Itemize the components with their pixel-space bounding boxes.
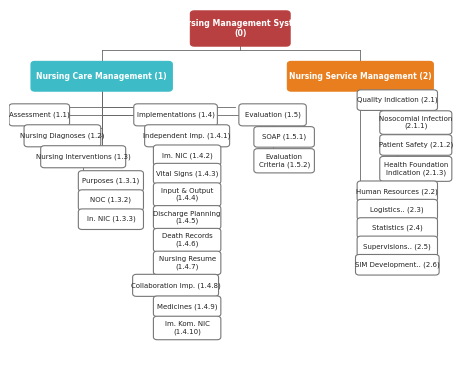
FancyBboxPatch shape	[380, 156, 452, 181]
FancyBboxPatch shape	[9, 104, 70, 126]
FancyBboxPatch shape	[191, 11, 290, 46]
Text: SOAP (1.5.1): SOAP (1.5.1)	[262, 134, 306, 140]
Text: Nursing Resume
(1.4.7): Nursing Resume (1.4.7)	[159, 256, 216, 270]
Text: Death Records
(1.4.6): Death Records (1.4.6)	[162, 233, 212, 247]
Text: Patient Safety (2.1.2): Patient Safety (2.1.2)	[379, 142, 453, 148]
FancyBboxPatch shape	[31, 62, 173, 91]
FancyBboxPatch shape	[357, 236, 438, 257]
Text: Medicines (1.4.9): Medicines (1.4.9)	[157, 303, 218, 310]
FancyBboxPatch shape	[357, 218, 438, 238]
FancyBboxPatch shape	[154, 206, 221, 229]
Text: Supervisions.. (2.5): Supervisions.. (2.5)	[364, 243, 431, 250]
Text: Discharge Planning
(1.4.5): Discharge Planning (1.4.5)	[154, 211, 221, 224]
FancyBboxPatch shape	[41, 146, 126, 168]
FancyBboxPatch shape	[380, 111, 452, 134]
FancyBboxPatch shape	[154, 296, 221, 317]
FancyBboxPatch shape	[154, 251, 221, 275]
FancyBboxPatch shape	[133, 274, 219, 297]
FancyBboxPatch shape	[78, 209, 144, 229]
Text: Nursing Interventions (1.3): Nursing Interventions (1.3)	[36, 153, 130, 160]
FancyBboxPatch shape	[380, 135, 452, 155]
Text: Nursing Service Management (2): Nursing Service Management (2)	[289, 72, 432, 81]
FancyBboxPatch shape	[24, 125, 101, 147]
FancyBboxPatch shape	[154, 228, 221, 252]
FancyBboxPatch shape	[254, 126, 314, 147]
Text: Statistics (2.4): Statistics (2.4)	[372, 225, 423, 231]
FancyBboxPatch shape	[357, 181, 438, 201]
Text: Implementations (1.4): Implementations (1.4)	[137, 112, 215, 118]
FancyBboxPatch shape	[357, 199, 438, 220]
Text: In. NIC (1.3.3): In. NIC (1.3.3)	[87, 216, 135, 222]
Text: Nursing Diagnoses (1.2): Nursing Diagnoses (1.2)	[20, 132, 105, 139]
Text: NOC (1.3.2): NOC (1.3.2)	[91, 197, 131, 203]
Text: Nursing Management System
(0): Nursing Management System (0)	[175, 19, 306, 38]
Text: Im. NIC (1.4.2): Im. NIC (1.4.2)	[162, 152, 212, 159]
FancyBboxPatch shape	[154, 145, 221, 166]
FancyBboxPatch shape	[356, 254, 439, 275]
Text: Logistics.. (2.3): Logistics.. (2.3)	[371, 206, 424, 213]
Text: SIM Development.. (2.6): SIM Development.. (2.6)	[355, 261, 440, 268]
Text: Evaluation
Criteria (1.5.2): Evaluation Criteria (1.5.2)	[258, 154, 310, 167]
FancyBboxPatch shape	[357, 90, 438, 110]
Text: Vital Signs (1.4.3): Vital Signs (1.4.3)	[156, 170, 219, 177]
FancyBboxPatch shape	[154, 163, 221, 184]
Text: Nosocomial Infection
(2.1.1): Nosocomial Infection (2.1.1)	[379, 116, 453, 129]
Text: Independent Imp. (1.4.1): Independent Imp. (1.4.1)	[144, 132, 231, 139]
Text: Human Resources (2.2): Human Resources (2.2)	[356, 188, 438, 195]
FancyBboxPatch shape	[78, 190, 144, 210]
FancyBboxPatch shape	[254, 149, 314, 173]
Text: Evaluation (1.5): Evaluation (1.5)	[245, 112, 301, 118]
FancyBboxPatch shape	[287, 62, 433, 91]
Text: Health Foundation
Indication (2.1.3): Health Foundation Indication (2.1.3)	[383, 162, 448, 176]
Text: Purposes (1.3.1): Purposes (1.3.1)	[82, 178, 139, 184]
Text: Input & Output
(1.4.4): Input & Output (1.4.4)	[161, 188, 213, 201]
FancyBboxPatch shape	[78, 171, 144, 191]
Text: Nursing Care Management (1): Nursing Care Management (1)	[36, 72, 167, 81]
Text: Im. Kom. NIC
(1.4.10): Im. Kom. NIC (1.4.10)	[164, 321, 210, 335]
FancyBboxPatch shape	[154, 183, 221, 206]
Text: Quality Indication (2.1): Quality Indication (2.1)	[357, 97, 438, 103]
Text: Assessment (1.1): Assessment (1.1)	[9, 112, 70, 118]
Text: Collaboration Imp. (1.4.8): Collaboration Imp. (1.4.8)	[131, 282, 220, 289]
FancyBboxPatch shape	[134, 104, 218, 126]
FancyBboxPatch shape	[154, 316, 221, 340]
FancyBboxPatch shape	[239, 104, 306, 126]
FancyBboxPatch shape	[145, 125, 229, 147]
